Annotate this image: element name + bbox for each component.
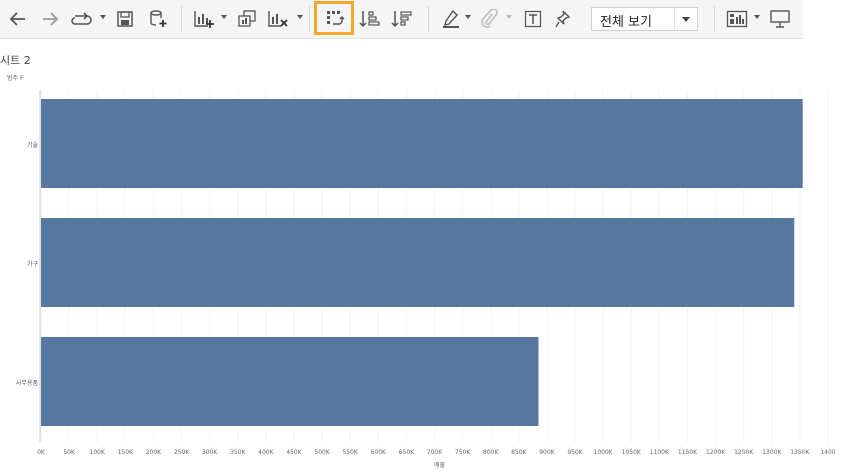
new-data-source-icon[interactable]: [146, 7, 170, 31]
x-tick-label: 300K: [202, 449, 218, 456]
x-tick-label: 550K: [342, 449, 358, 456]
redo-icon[interactable]: [70, 7, 96, 31]
y-axis-title[interactable]: 범주 F: [7, 75, 24, 82]
bar-0[interactable]: [41, 99, 803, 188]
swap-button-highlight: [314, 1, 354, 35]
x-tick-label: 1400: [820, 449, 835, 456]
x-tick-label: 1250K: [734, 449, 754, 456]
x-tick-label: 500K: [314, 449, 330, 456]
x-tick-label: 1100K: [650, 449, 670, 456]
save-icon[interactable]: [114, 7, 136, 31]
bar-1[interactable]: [41, 218, 795, 307]
x-tick-label: 0K: [37, 449, 46, 456]
x-tick-label: 800K: [483, 449, 499, 456]
x-tick-label: 450K: [286, 449, 302, 456]
category-label-2[interactable]: 사무용품: [15, 380, 38, 387]
x-tick-label: 50K: [63, 449, 76, 456]
new-worksheet-icon[interactable]: [192, 7, 216, 31]
clear-sheet-icon[interactable]: [266, 7, 290, 31]
show-me-icon[interactable]: [725, 7, 749, 31]
forward-arrow-icon[interactable]: [38, 7, 62, 31]
category-label-1[interactable]: 가구: [26, 261, 38, 268]
presentation-mode-icon[interactable]: [768, 7, 792, 31]
x-tick-label: 100K: [90, 449, 106, 456]
x-tick-label: 400K: [258, 449, 274, 456]
fit-view-select[interactable]: 전체 보기: [591, 7, 698, 31]
x-tick-label: 1350K: [790, 449, 810, 456]
x-tick-label: 250K: [174, 449, 190, 456]
toolbar: 전체 보기: [0, 0, 803, 39]
highlight-icon[interactable]: [440, 7, 462, 31]
x-tick-label: 650K: [399, 449, 415, 456]
clear-sheet-dropdown-icon[interactable]: [297, 15, 303, 19]
show-me-dropdown-icon[interactable]: [754, 15, 760, 19]
x-tick-label: 1050K: [622, 449, 642, 456]
x-tick-label: 700K: [427, 449, 443, 456]
x-tick-label: 200K: [146, 449, 162, 456]
group-members-icon[interactable]: [478, 7, 500, 31]
duplicate-sheet-icon[interactable]: [235, 7, 259, 31]
sort-descending-icon[interactable]: [390, 7, 414, 31]
x-tick-label: 600K: [371, 449, 387, 456]
highlight-dropdown-icon[interactable]: [465, 15, 471, 19]
x-tick-label: 900K: [539, 449, 555, 456]
swap-rows-columns-icon[interactable]: [324, 7, 346, 31]
x-tick-label: 150K: [118, 449, 134, 456]
category-label-0[interactable]: 기술: [26, 142, 38, 149]
x-axis-ticks: 0K 50K 100K 150K 200K 250K 300K 350K 400K 450K 500…: [37, 449, 836, 456]
fit-view-value: 전체 보기: [600, 15, 652, 30]
fix-axes-icon[interactable]: [552, 7, 574, 31]
chevron-down-icon[interactable]: [674, 8, 697, 30]
x-tick-label: 1200K: [706, 449, 726, 456]
new-worksheet-dropdown-icon[interactable]: [221, 15, 227, 19]
sheet-title: 시트 2: [0, 54, 31, 67]
x-tick-label: 850K: [511, 449, 527, 456]
back-arrow-icon[interactable]: [6, 7, 30, 31]
group-dropdown-icon[interactable]: [506, 15, 512, 19]
x-tick-label: 1000K: [594, 449, 614, 456]
redo-dropdown-icon[interactable]: [100, 15, 106, 19]
x-tick-label: 350K: [230, 449, 246, 456]
x-tick-label: 950K: [567, 449, 583, 456]
x-tick-label: 1150K: [678, 449, 698, 456]
x-axis-title[interactable]: 매출: [434, 462, 446, 469]
x-tick-label: 750K: [455, 449, 471, 456]
sort-ascending-icon[interactable]: [358, 7, 382, 31]
x-tick-label: 1300K: [762, 449, 782, 456]
bars[interactable]: [41, 99, 803, 426]
show-mark-labels-icon[interactable]: [522, 7, 544, 31]
bar-2[interactable]: [41, 337, 539, 426]
